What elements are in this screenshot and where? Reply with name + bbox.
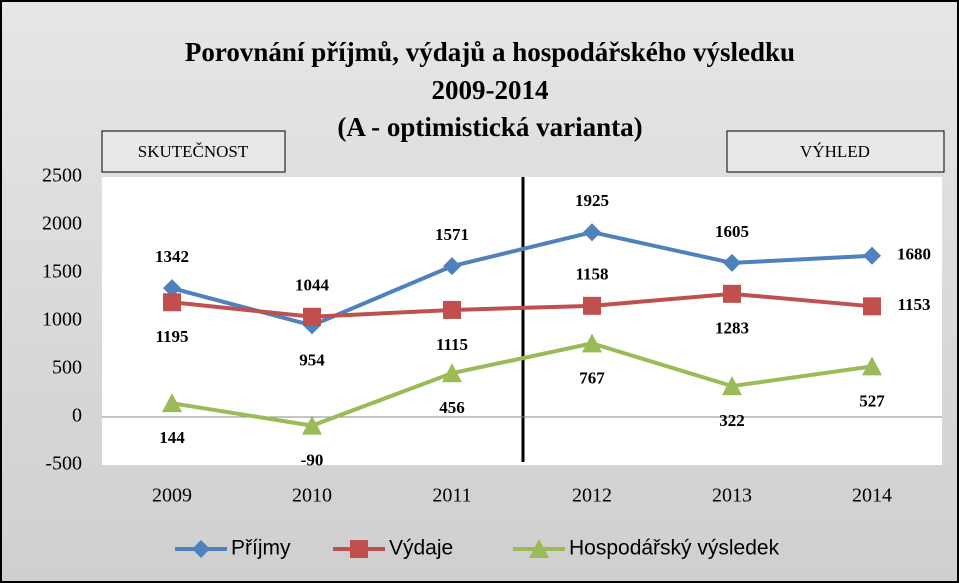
annotation-box <box>726 130 945 173</box>
data-label: 1571 <box>435 225 469 244</box>
marker <box>163 279 181 298</box>
marker <box>529 539 549 558</box>
data-label: 1605 <box>715 222 749 241</box>
marker <box>723 284 741 303</box>
data-label: 1115 <box>436 335 468 354</box>
y-tick-label: 1000 <box>42 309 82 331</box>
legend-label: Hospodářský výsledek <box>569 537 780 560</box>
x-tick-label: 2011 <box>432 485 471 507</box>
y-tick-label: 2000 <box>42 213 82 235</box>
chart-title: 2009-2014 <box>432 75 549 105</box>
data-label: 1153 <box>897 295 930 314</box>
data-label: 1283 <box>715 319 749 338</box>
marker <box>163 293 181 312</box>
marker <box>442 363 462 383</box>
marker <box>723 253 741 272</box>
series-line <box>171 291 873 319</box>
chart-title: Porovnání příjmů, výdajů a hospodářského… <box>185 37 795 67</box>
marker <box>722 376 742 396</box>
data-label: 456 <box>439 398 465 417</box>
marker <box>862 356 882 376</box>
data-label: 527 <box>859 391 885 410</box>
x-tick-label: 2014 <box>852 485 892 507</box>
x-tick-label: 2010 <box>292 485 332 507</box>
data-label: 954 <box>299 350 325 369</box>
chart-title: (A - optimistická varianta) <box>337 112 642 142</box>
y-tick-label: 500 <box>52 357 82 379</box>
marker <box>583 296 601 315</box>
annotation: SKUTEČNOST <box>138 142 249 161</box>
annotation: VÝHLED <box>800 142 870 161</box>
y-tick-label: -500 <box>45 453 82 475</box>
marker <box>192 540 210 558</box>
series-line <box>171 341 873 428</box>
marker <box>302 415 322 435</box>
data-label: 1158 <box>575 265 608 284</box>
annotation-box <box>101 130 286 173</box>
data-label: 1925 <box>575 191 609 210</box>
marker <box>863 297 881 316</box>
data-label: 1680 <box>897 245 931 264</box>
legend-label: Příjmy <box>231 537 291 560</box>
y-tick-label: 0 <box>72 405 82 427</box>
marker <box>303 307 321 326</box>
legend-label: Výdaje <box>389 537 453 560</box>
x-tick-label: 2009 <box>152 485 192 507</box>
series-line <box>171 230 873 328</box>
marker <box>443 257 461 276</box>
y-tick-label: 2500 <box>42 165 82 187</box>
data-label: 144 <box>159 428 185 447</box>
marker <box>350 540 368 558</box>
marker <box>583 223 601 242</box>
data-label: 1195 <box>155 327 188 346</box>
data-label: -90 <box>301 451 324 470</box>
x-tick-label: 2012 <box>572 485 612 507</box>
marker <box>863 246 881 265</box>
data-label: 1342 <box>155 247 189 266</box>
data-label: 767 <box>579 368 605 387</box>
x-tick-label: 2013 <box>712 485 752 507</box>
data-label: 322 <box>719 411 745 430</box>
marker <box>443 300 461 319</box>
marker <box>162 393 182 413</box>
marker <box>582 333 602 353</box>
data-label: 1044 <box>295 276 330 295</box>
y-tick-label: 1500 <box>42 261 82 283</box>
